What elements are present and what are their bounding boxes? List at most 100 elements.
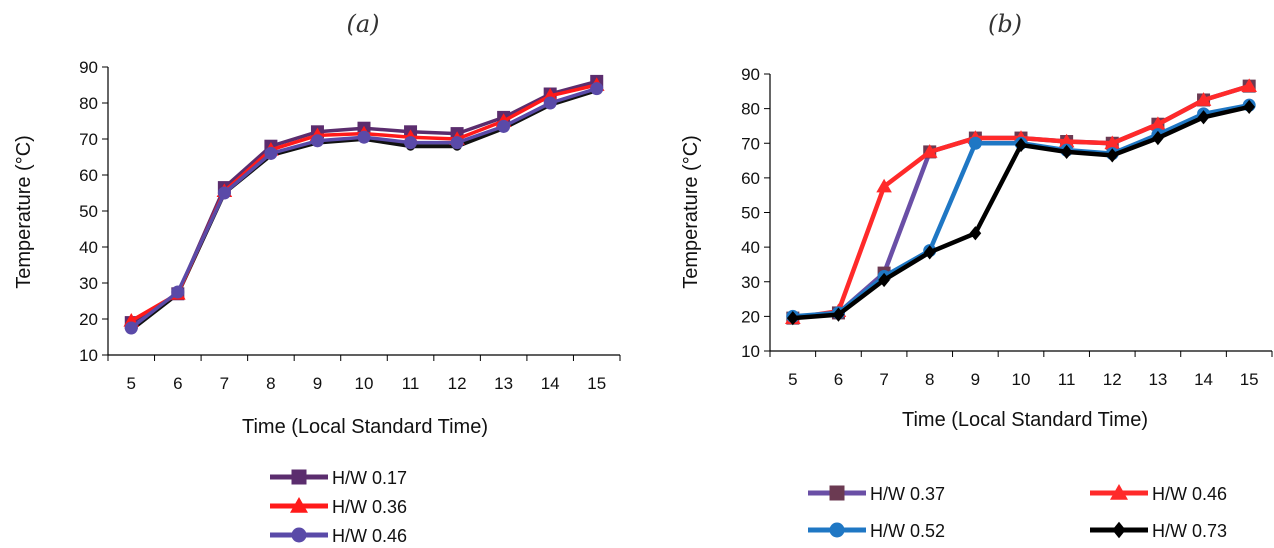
y-tick-label: 20	[741, 307, 760, 326]
y-tick-label: 10	[741, 342, 760, 361]
data-point	[968, 136, 982, 150]
x-tick-label: 14	[541, 374, 560, 393]
x-tick-label: 5	[127, 374, 136, 393]
data-point	[1243, 99, 1256, 115]
legend-swatch-marker	[829, 485, 845, 501]
data-point	[923, 245, 936, 260]
x-tick-label: 15	[587, 374, 606, 393]
data-point	[217, 186, 231, 200]
data-point	[357, 130, 371, 144]
x-tick-label: 14	[1194, 370, 1213, 389]
legend-swatch-marker	[291, 527, 307, 543]
series-h-w-0-46	[124, 82, 604, 335]
data-point	[1241, 78, 1257, 92]
data-point	[878, 272, 890, 288]
data-point	[1106, 148, 1119, 163]
legend-entry	[808, 522, 866, 538]
data-point	[543, 96, 557, 110]
x-tick-label: 9	[971, 370, 980, 389]
legend-swatch-marker	[291, 469, 307, 485]
series-h-w-0-37	[786, 79, 1256, 325]
x-tick-label: 8	[925, 370, 934, 389]
x-tick-label: 15	[1240, 370, 1259, 389]
x-tick-label: 7	[220, 374, 229, 393]
y-tick-label: 80	[741, 100, 760, 119]
legend-swatch-marker	[290, 497, 308, 513]
data-point	[450, 136, 464, 150]
data-point	[1197, 110, 1210, 125]
y-tick-label: 60	[79, 166, 98, 185]
y-tick-label: 30	[79, 274, 98, 293]
series-line	[792, 83, 1250, 321]
legend-label: H/W 0.36	[332, 497, 407, 517]
legend-entry	[270, 469, 328, 485]
legend-label: H/W 0.37	[870, 484, 945, 504]
data-point	[310, 134, 324, 148]
y-axis-title: Temperature (°C)	[680, 135, 702, 289]
chart-panel-a	[102, 66, 621, 543]
data-point	[404, 136, 418, 150]
legend-entry	[270, 497, 328, 513]
x-axis-title: Time (Local Standard Time)	[902, 409, 1148, 431]
data-point	[497, 119, 511, 133]
data-point	[1060, 144, 1073, 160]
chart-title: (b)	[988, 10, 1022, 38]
y-tick-label: 50	[79, 202, 98, 221]
data-point	[1195, 92, 1212, 106]
data-point	[1015, 137, 1027, 153]
y-tick-label: 80	[79, 94, 98, 113]
y-tick-label: 60	[741, 169, 760, 188]
series-h-w-0-73	[786, 99, 1256, 326]
y-axis-title: Temperature (°C)	[13, 135, 35, 289]
y-tick-label: 50	[741, 204, 760, 223]
y-tick-label: 70	[79, 130, 98, 149]
x-tick-label: 11	[402, 374, 420, 393]
y-tick-label: 90	[79, 58, 98, 77]
data-point	[1104, 135, 1121, 150]
x-tick-label: 6	[834, 370, 843, 389]
x-tick-label: 10	[355, 374, 374, 393]
legend-label: H/W 0.46	[1152, 484, 1227, 504]
legend-entry	[1090, 484, 1148, 500]
legend-label: H/W 0.17	[332, 468, 407, 488]
data-point	[1150, 116, 1166, 131]
y-tick-label: 40	[741, 238, 760, 257]
y-tick-label: 30	[741, 273, 760, 292]
x-tick-label: 11	[1058, 370, 1076, 389]
series-line	[130, 83, 598, 323]
data-point	[876, 178, 892, 193]
legend-label: H/W 0.52	[870, 521, 945, 541]
x-tick-label: 12	[1103, 370, 1122, 389]
x-axis-title: Time (Local Standard Time)	[242, 416, 488, 438]
legend-entry	[270, 527, 328, 543]
data-point	[969, 226, 982, 241]
x-tick-label: 8	[266, 374, 275, 393]
x-tick-label: 9	[313, 374, 322, 393]
x-tick-label: 13	[494, 374, 513, 393]
y-tick-label: 10	[79, 346, 98, 365]
legend-swatch-marker	[1112, 521, 1126, 539]
y-tick-label: 40	[79, 238, 98, 257]
y-tick-label: 70	[741, 134, 760, 153]
x-tick-label: 6	[173, 374, 182, 393]
legend-swatch-marker	[1110, 484, 1128, 500]
x-tick-label: 13	[1148, 370, 1167, 389]
legend-entry	[1090, 521, 1148, 539]
data-point	[786, 310, 799, 326]
legend-label: H/W 0.73	[1152, 521, 1227, 541]
x-tick-label: 5	[788, 370, 797, 389]
y-tick-label: 90	[741, 65, 760, 84]
legend-entry	[808, 485, 866, 501]
x-tick-label: 7	[879, 370, 888, 389]
y-tick-label: 20	[79, 310, 98, 329]
x-tick-label: 10	[1012, 370, 1031, 389]
data-point	[124, 321, 138, 335]
data-point	[590, 82, 604, 96]
data-point	[921, 144, 938, 158]
data-point	[1152, 130, 1164, 146]
series-h-w-0-46	[785, 78, 1257, 324]
data-point	[171, 285, 185, 299]
data-point	[832, 307, 845, 322]
legend-swatch-marker	[829, 522, 845, 538]
